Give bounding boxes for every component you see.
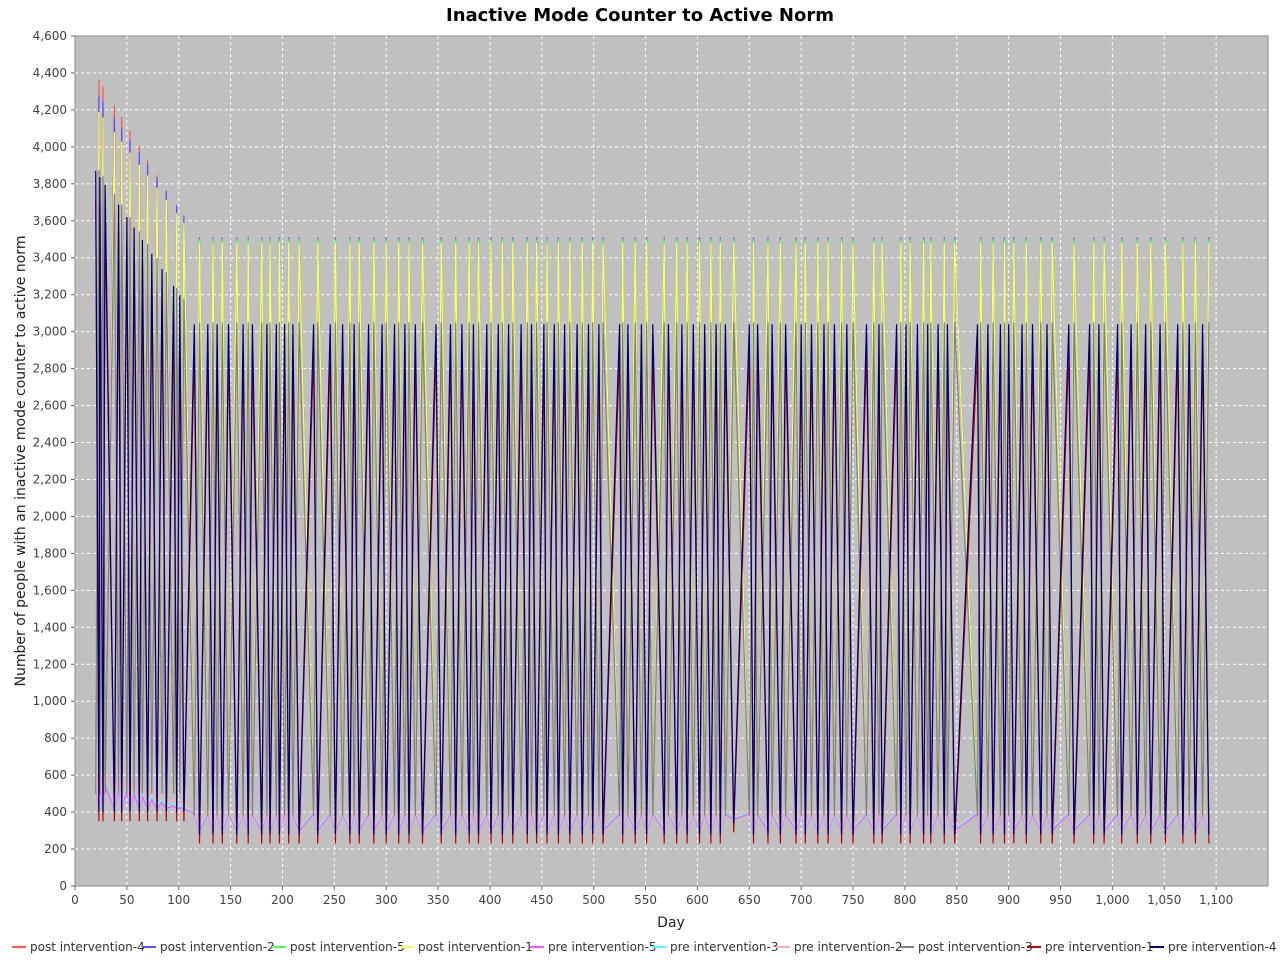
- x-tick-label: 1,000: [1095, 893, 1129, 907]
- y-tick-label: 1,000: [33, 694, 67, 708]
- y-tick-label: 1,200: [33, 657, 67, 671]
- y-tick-label: 1,400: [33, 620, 67, 634]
- legend-entry: pre intervention-2: [794, 940, 903, 954]
- x-tick-label: 1,100: [1199, 893, 1233, 907]
- y-tick-label: 3,400: [33, 251, 67, 265]
- x-tick-label: 250: [323, 893, 346, 907]
- y-tick-label: 800: [44, 731, 67, 745]
- y-tick-label: 0: [59, 879, 67, 893]
- x-tick-label: 700: [790, 893, 813, 907]
- x-tick-label: 650: [738, 893, 761, 907]
- x-tick-label: 1,050: [1147, 893, 1181, 907]
- legend-entry: pre intervention-5: [548, 940, 657, 954]
- legend-entry: post intervention-3: [918, 940, 1033, 954]
- y-tick-label: 3,200: [33, 288, 67, 302]
- x-tick-label: 100: [167, 893, 190, 907]
- x-tick-label: 350: [427, 893, 450, 907]
- y-tick-label: 4,000: [33, 140, 67, 154]
- x-axis-label: Day: [657, 915, 685, 931]
- y-tick-label: 4,600: [33, 29, 67, 43]
- series-line-pre-intervention-4: [95, 170, 1210, 835]
- legend-entry: pre intervention-3: [670, 940, 779, 954]
- y-tick-label: 600: [44, 768, 67, 782]
- x-tick-label: 850: [945, 893, 968, 907]
- x-tick-label: 800: [893, 893, 916, 907]
- legend: post intervention-4 post intervention-2 po…: [12, 940, 1277, 954]
- legend-entry: post intervention-5: [290, 940, 405, 954]
- legend-entry: pre intervention-4: [1168, 940, 1277, 954]
- x-tick-label: 900: [997, 893, 1020, 907]
- chart-title: Inactive Mode Counter to Active Norm: [446, 5, 834, 26]
- y-tick-label: 2,400: [33, 436, 67, 450]
- y-axis-label: Number of people with an inactive mode c…: [13, 236, 29, 687]
- x-tick-label: 450: [530, 893, 553, 907]
- x-tick-label: 600: [686, 893, 709, 907]
- y-tick-label: 200: [44, 842, 67, 856]
- y-tick-label: 4,400: [33, 66, 67, 80]
- y-tick-label: 1,600: [33, 583, 67, 597]
- x-tick-label: 0: [71, 893, 79, 907]
- y-tick-label: 1,800: [33, 546, 67, 560]
- series-line-pre-intervention-2: [95, 767, 1210, 830]
- x-tick-label: 550: [634, 893, 657, 907]
- x-tick-label: 400: [479, 893, 502, 907]
- legend-entry: pre intervention-1: [1045, 940, 1154, 954]
- y-tick-label: 3,600: [33, 214, 67, 228]
- y-tick-label: 2,000: [33, 509, 67, 523]
- y-tick-label: 2,200: [33, 472, 67, 486]
- x-tick-label: 150: [219, 893, 242, 907]
- y-tick-label: 2,800: [33, 362, 67, 376]
- legend-entry: post intervention-1: [418, 940, 533, 954]
- x-tick-label: 950: [1049, 893, 1072, 907]
- y-tick-label: 400: [44, 805, 67, 819]
- legend-entry: post intervention-4: [30, 940, 145, 954]
- x-tick-label: 50: [119, 893, 134, 907]
- axes: 0 200 400 600 800 1,000 1,200 1,400 1,600 1,800 2,…: [33, 29, 1234, 907]
- y-tick-label: 2,600: [33, 399, 67, 413]
- x-tick-label: 300: [375, 893, 398, 907]
- y-tick-label: 3,000: [33, 325, 67, 339]
- y-tick-label: 3,800: [33, 177, 67, 191]
- x-tick-label: 500: [582, 893, 605, 907]
- legend-entry: post intervention-2: [160, 940, 275, 954]
- x-tick-label: 200: [271, 893, 294, 907]
- y-tick-label: 4,200: [33, 103, 67, 117]
- x-tick-label: 750: [842, 893, 865, 907]
- series-lines: [95, 79, 1210, 844]
